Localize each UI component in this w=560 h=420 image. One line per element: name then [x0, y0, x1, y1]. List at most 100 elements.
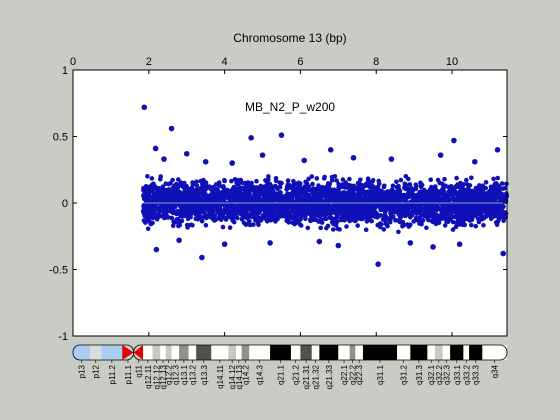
scatter-point: [328, 192, 334, 197]
scatter-point: [447, 214, 453, 220]
scatter-point: [492, 188, 497, 193]
scatter-point: [274, 185, 280, 190]
scatter-point: [149, 176, 155, 181]
scatter-point: [157, 195, 163, 200]
scatter-point: [168, 125, 175, 132]
scatter-point: [234, 215, 240, 221]
scatter-point: [428, 191, 434, 197]
ideogram-band: [188, 345, 197, 360]
scatter-point: [488, 184, 494, 190]
scatter-point: [145, 187, 150, 192]
scatter-point: [145, 226, 151, 232]
scatter-point: [168, 180, 173, 186]
ideogram-band: [290, 345, 301, 360]
scatter-point: [145, 174, 150, 179]
scatter-point: [168, 193, 174, 199]
ideogram-band: [482, 345, 507, 360]
scatter-point: [175, 217, 181, 222]
scatter-point: [153, 246, 160, 253]
scatter-point: [164, 187, 169, 193]
scatter-point: [239, 206, 244, 212]
scatter-point: [176, 177, 181, 182]
scatter-point: [348, 201, 354, 206]
scatter-point: [474, 187, 479, 192]
scatter-point: [193, 207, 198, 213]
scatter-point: [225, 207, 230, 212]
scatter-point: [203, 223, 209, 228]
scatter-point: [430, 244, 436, 250]
scatter-point: [499, 181, 505, 186]
scatter-point: [221, 241, 228, 248]
scatter-point: [199, 254, 205, 261]
scatter-point: [310, 186, 316, 192]
ideogram-band: [228, 345, 236, 360]
scatter-point: [199, 190, 204, 196]
band-label: q32.3: [442, 364, 451, 385]
scatter-point: [460, 183, 466, 189]
scatter-point: [375, 215, 380, 220]
scatter-point: [404, 204, 410, 209]
scatter-point: [178, 180, 183, 185]
scatter-point: [259, 152, 266, 158]
scatter-point: [327, 147, 334, 153]
ideogram-band: [160, 345, 166, 360]
scatter-point: [311, 214, 316, 220]
scatter-point: [244, 209, 249, 215]
scatter-point: [481, 215, 487, 221]
scatter-point: [248, 181, 253, 187]
scatter-point: [192, 198, 197, 204]
scatter-point: [284, 212, 289, 218]
scatter-point: [337, 198, 342, 204]
scatter-point: [369, 218, 375, 224]
scatter-point: [335, 219, 340, 224]
scatter-point: [268, 207, 273, 212]
scatter-point: [375, 188, 381, 194]
scatter-point: [231, 205, 237, 211]
ideogram-band: [179, 345, 189, 360]
scatter-point: [292, 221, 298, 227]
scatter-point: [370, 204, 375, 209]
scatter-point: [426, 212, 432, 217]
scatter-point: [304, 181, 310, 186]
scatter-point: [360, 214, 366, 220]
scatter-point: [254, 178, 259, 184]
scatter-point: [178, 190, 183, 196]
scatter-point: [407, 240, 414, 246]
scatter-point: [310, 181, 315, 187]
scatter-point: [447, 187, 453, 193]
scatter-point: [220, 212, 225, 218]
scatter-point: [336, 181, 341, 187]
scatter-point: [486, 207, 491, 212]
scatter-point: [185, 213, 190, 219]
scatter-point: [483, 180, 489, 185]
band-label: q21.33: [325, 364, 334, 389]
scatter-point: [203, 204, 209, 210]
scatter-point: [398, 205, 403, 211]
scatter-point: [265, 212, 270, 218]
scatter-point: [231, 219, 237, 225]
scatter-point: [170, 223, 176, 228]
ideogram-band: [165, 345, 172, 360]
scatter-point: [497, 200, 503, 205]
ideogram-band: [469, 345, 483, 360]
scatter-point: [311, 198, 317, 204]
band-label: q12.3: [171, 364, 180, 385]
scatter-point: [451, 137, 457, 144]
scatter-point: [210, 209, 215, 215]
scatter-point: [344, 224, 349, 229]
scatter-point: [324, 225, 329, 231]
ideogram-band: [311, 345, 320, 360]
ideogram-band: [249, 345, 271, 360]
scatter-point: [320, 207, 325, 213]
band-label: q22.2: [349, 364, 358, 385]
scatter-point: [443, 207, 448, 213]
scatter-point: [228, 209, 234, 214]
scatter-point: [162, 208, 168, 214]
ideogram-band: [143, 345, 153, 360]
scatter-point: [287, 197, 293, 202]
scatter-point: [388, 156, 395, 162]
scatter-point: [295, 198, 301, 203]
scatter-point: [204, 213, 210, 219]
ideogram-band: [463, 345, 470, 360]
